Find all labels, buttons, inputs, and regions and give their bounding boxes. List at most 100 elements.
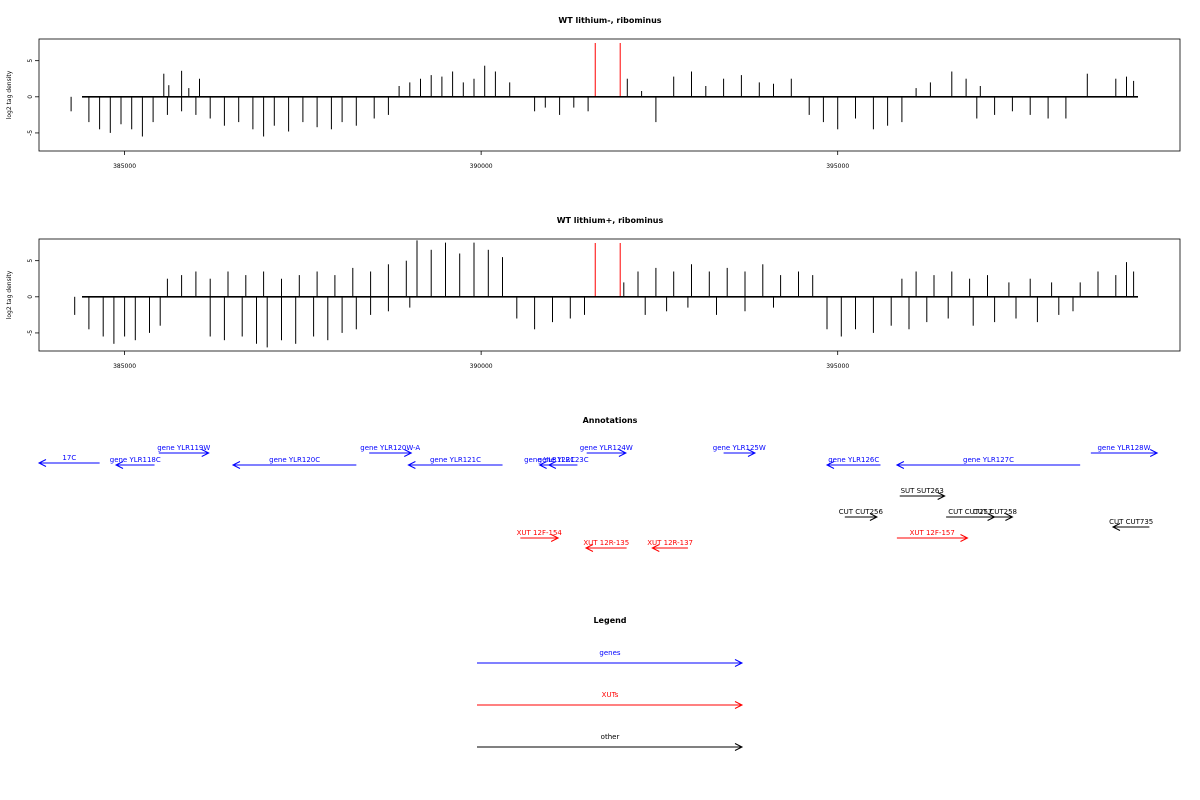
y-axis-label: log2 tag density — [6, 270, 13, 319]
panel-title: WT lithium+, ribominus — [557, 216, 664, 225]
annotation-feature: SUT SUT263 — [899, 487, 946, 500]
x-tick-label: 385000 — [113, 163, 136, 170]
x-tick-label: 395000 — [826, 363, 849, 370]
y-axis: -5 0 5 — [27, 59, 39, 136]
annotation-feature: XUT 12R-135 — [583, 539, 629, 552]
legend-entry: genes — [477, 649, 744, 667]
arrowhead-icon — [747, 449, 757, 457]
arrowhead-icon — [651, 544, 660, 552]
annotations-section: Annotations 17C gene YLR118C gene YLR119W g… — [37, 416, 1159, 552]
feature-label: SUT SUT263 — [901, 487, 944, 495]
annotation-items: 17C gene YLR118C gene YLR119W gene YLR120C g… — [37, 444, 1159, 552]
feature-label: CUT CUT256 — [839, 508, 884, 516]
legend-label: XUTs — [602, 691, 619, 699]
legend-items: genes XUTs other — [477, 649, 744, 751]
bars-group — [74, 240, 1135, 348]
arrowhead-icon — [550, 534, 560, 542]
arrowhead-icon — [937, 492, 946, 500]
arrowhead-icon — [407, 461, 416, 469]
legend-title: Legend — [593, 616, 626, 625]
x-tick-label: 385000 — [113, 363, 136, 370]
arrowhead-icon — [895, 461, 905, 469]
legend-section: Legend genes XUTs other — [477, 616, 744, 751]
arrowhead-icon — [1111, 523, 1121, 531]
feature-label: XUT 12R-137 — [647, 539, 693, 547]
annotation-feature: gene YLR118C — [110, 456, 161, 469]
feature-label: gene YLR123C — [538, 456, 589, 464]
arrowhead-icon — [584, 544, 594, 552]
arrowhead-icon — [114, 461, 124, 469]
feature-label: gene YLR125W — [713, 444, 766, 452]
feature-label: gene YLR128W — [1097, 444, 1150, 452]
y-tick-label: 5 — [27, 259, 34, 263]
legend-entry: XUTs — [477, 691, 744, 709]
annotation-feature: gene YLR124W — [580, 444, 633, 457]
annotation-feature: CUT CUT256 — [839, 508, 884, 521]
annotation-feature: CUT CUT258 — [973, 508, 1017, 521]
arrowhead-icon — [960, 534, 969, 542]
annotation-feature: CUT CUT735 — [1109, 518, 1153, 531]
feature-label: XUT 12F-154 — [517, 529, 563, 537]
arrowhead-icon — [538, 461, 547, 469]
feature-label: CUT CUT258 — [973, 508, 1017, 516]
arrowhead-icon — [825, 461, 835, 469]
annotation-feature: gene YLR121C — [407, 456, 503, 469]
arrowhead-icon — [734, 701, 744, 709]
plot-frame — [38, 38, 1181, 152]
feature-label: gene YLR122C — [524, 456, 575, 464]
feature-label: gene YLR126C — [828, 456, 879, 464]
feature-label: gene YLR120C — [269, 456, 320, 464]
legend-label: other — [601, 733, 620, 741]
legend-entry: other — [477, 733, 744, 751]
feature-label: 17C — [62, 454, 76, 462]
track-panel-lithium-plus: WT lithium+, ribominus log2 tag density … — [6, 216, 1181, 370]
annotation-feature: gene YLR120C — [231, 456, 357, 469]
feature-label: gene YLR127C — [963, 456, 1014, 464]
feature-label: gene YLR118C — [110, 456, 161, 464]
plot-frame — [38, 238, 1181, 352]
annotation-feature: gene YLR127C — [895, 456, 1081, 469]
arrowhead-icon — [734, 659, 744, 667]
annotation-feature: gene YLR123C — [538, 456, 589, 469]
annotation-feature: gene YLR128W — [1090, 444, 1159, 457]
x-axis: 385000 390000 395000 — [113, 351, 849, 370]
x-tick-label: 395000 — [826, 163, 849, 170]
annotation-feature: gene YLR119W — [157, 444, 210, 457]
arrowhead-icon — [1149, 449, 1159, 457]
annotation-feature: XUT 12R-137 — [647, 539, 693, 552]
annotation-feature: XUT 12F-157 — [896, 529, 969, 542]
y-tick-label: 5 — [27, 59, 34, 63]
arrowhead-icon — [547, 461, 557, 469]
feature-label: gene YLR124W — [580, 444, 633, 452]
feature-label: gene YLR120W-A — [360, 444, 420, 452]
annotation-feature: gene YLR120W-A — [360, 444, 420, 457]
annotation-feature: gene YLR125W — [713, 444, 766, 457]
markers-group — [594, 43, 621, 97]
arrowhead-icon — [734, 743, 744, 751]
legend-label: genes — [599, 649, 620, 657]
x-axis: 385000 390000 395000 — [113, 151, 849, 170]
feature-label: gene YLR121C — [430, 456, 481, 464]
feature-label: XUT 12F-157 — [910, 529, 955, 537]
arrowhead-icon — [231, 461, 241, 469]
y-axis-label: log2 tag density — [6, 70, 13, 119]
annotation-feature: XUT 12F-154 — [517, 529, 563, 542]
arrowhead-icon — [618, 449, 628, 457]
arrowhead-icon — [1005, 513, 1014, 521]
arrowhead-icon — [869, 513, 879, 521]
annotation-feature: gene YLR126C — [825, 456, 881, 469]
markers-group — [594, 243, 621, 297]
y-tick-label: -5 — [27, 330, 34, 336]
track-panel-lithium-minus: WT lithium-, ribominus log2 tag density … — [6, 16, 1181, 170]
bars-group — [70, 65, 1135, 137]
panel-title: WT lithium-, ribominus — [558, 16, 661, 25]
annotations-title: Annotations — [583, 416, 638, 425]
y-tick-label: -5 — [27, 130, 34, 136]
arrowhead-icon — [37, 459, 47, 467]
annotation-feature: 17C — [37, 454, 100, 467]
arrowhead-icon — [404, 449, 413, 457]
y-tick-label: 0 — [27, 95, 34, 99]
y-axis: -5 0 5 — [27, 259, 39, 336]
feature-label: CUT CUT735 — [1109, 518, 1153, 526]
